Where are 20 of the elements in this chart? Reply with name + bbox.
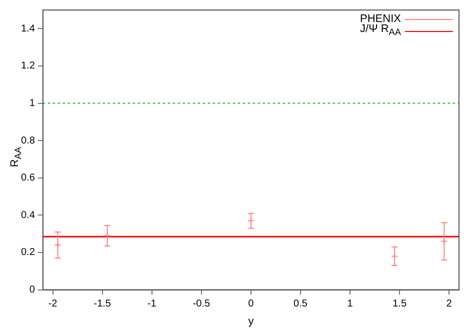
y-tick-label: 1.2 [20, 60, 36, 72]
x-tick-label: -2 [48, 298, 58, 310]
x-tick-label: 2 [446, 298, 452, 310]
x-tick-label: -1.5 [94, 298, 112, 310]
y-tick-label: 0 [29, 284, 36, 296]
x-tick-label: 1 [347, 298, 354, 310]
x-tick-label: 0.5 [294, 298, 308, 310]
y-tick-label: 1 [29, 98, 36, 110]
legend-label: PHENIX [360, 12, 401, 24]
y-tick-label: 0.2 [20, 247, 36, 258]
x-tick-label: -0.5 [192, 298, 210, 310]
x-axis-title: y [248, 315, 254, 328]
x-tick-label: 0 [248, 298, 254, 310]
x-tick-label: -1 [147, 298, 157, 310]
y-tick-label: 0.6 [20, 172, 36, 184]
legend-label: J/Ψ R$_{AA}$ [360, 22, 401, 38]
x-tick-label: 1.5 [392, 298, 407, 310]
y-tick-label: 0.8 [20, 135, 36, 146]
y-tick-label: 1.4 [20, 23, 36, 34]
y-tick-label: 0.4 [20, 210, 36, 221]
